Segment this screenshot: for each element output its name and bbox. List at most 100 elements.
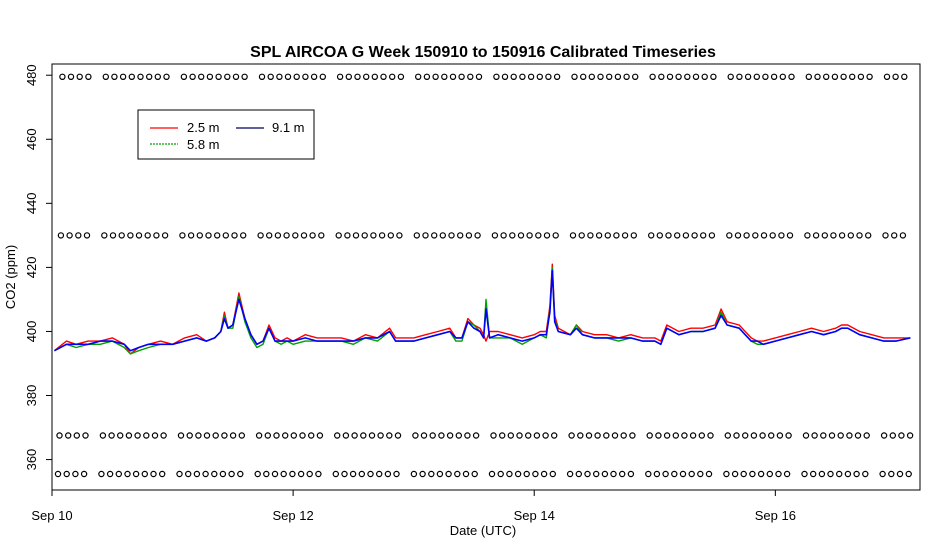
flag-point bbox=[679, 470, 687, 478]
flag-point bbox=[396, 232, 403, 239]
flag-point bbox=[516, 432, 523, 439]
flag-point bbox=[151, 432, 159, 439]
flag-point bbox=[455, 432, 462, 439]
legend-box bbox=[137, 109, 315, 160]
flag-point bbox=[428, 470, 435, 478]
flag-point bbox=[866, 73, 873, 81]
flag-point bbox=[749, 470, 756, 478]
flag-point bbox=[575, 470, 583, 478]
flag-point bbox=[863, 432, 870, 439]
flag-point bbox=[726, 232, 733, 239]
flag-point bbox=[536, 73, 544, 81]
flag-point bbox=[507, 432, 514, 439]
flag-point bbox=[219, 470, 227, 478]
flag-point bbox=[762, 73, 769, 81]
flag-point bbox=[116, 432, 124, 439]
legend: 2.5 m 5.8 m 9.1 m bbox=[137, 109, 315, 160]
flag-point bbox=[549, 470, 557, 478]
flag-point bbox=[72, 470, 79, 478]
flag-point bbox=[627, 470, 635, 478]
flag-point bbox=[420, 432, 428, 439]
flag-point bbox=[788, 73, 795, 81]
y-axis-label: CO2 (ppm) bbox=[3, 245, 18, 309]
flag-point bbox=[692, 73, 700, 81]
flag-point bbox=[768, 432, 775, 439]
flag-point bbox=[778, 232, 785, 239]
flag-point bbox=[584, 470, 591, 478]
flag-point bbox=[804, 232, 811, 239]
flag-point bbox=[672, 432, 680, 439]
flag-point bbox=[63, 470, 70, 478]
flag-point bbox=[119, 73, 127, 81]
y-tick-label: 440 bbox=[24, 192, 39, 214]
flag-point bbox=[85, 73, 92, 81]
series-line-9-1-m bbox=[54, 269, 911, 352]
flag-point bbox=[429, 432, 436, 439]
flag-point bbox=[154, 73, 161, 81]
flag-point bbox=[811, 432, 818, 439]
flag-point bbox=[423, 73, 431, 81]
flag-point bbox=[137, 73, 144, 81]
flag-point bbox=[109, 232, 117, 239]
flag-point bbox=[413, 232, 420, 239]
flag-point bbox=[779, 73, 787, 81]
flag-point bbox=[783, 470, 791, 478]
flag-point bbox=[491, 232, 499, 239]
flag-point bbox=[614, 73, 622, 81]
x-axis: Sep 10 Sep 12 Sep 14 Sep 16 bbox=[31, 490, 796, 523]
flag-point bbox=[853, 470, 860, 478]
flag-point bbox=[844, 470, 852, 478]
flag-point bbox=[255, 432, 263, 439]
flag-point bbox=[273, 432, 280, 439]
flag-point bbox=[818, 470, 826, 478]
flag-point bbox=[620, 432, 627, 439]
flag-point bbox=[376, 470, 383, 478]
flag-point bbox=[83, 232, 91, 239]
flag-point bbox=[195, 432, 202, 439]
flag-point bbox=[213, 232, 221, 239]
flag-point bbox=[229, 432, 237, 439]
flag-point bbox=[361, 232, 368, 239]
flag-point bbox=[132, 470, 140, 478]
flag-point bbox=[750, 432, 758, 439]
flag-point bbox=[665, 232, 672, 239]
flag-point bbox=[284, 73, 292, 81]
flag-point bbox=[707, 432, 714, 439]
flag-point bbox=[221, 432, 228, 439]
flag-point bbox=[439, 232, 446, 239]
flag-point bbox=[215, 73, 222, 81]
flag-point bbox=[300, 232, 308, 239]
flag-point bbox=[125, 432, 133, 439]
flag-point bbox=[757, 470, 765, 478]
flag-point bbox=[523, 470, 530, 478]
flag-point bbox=[203, 432, 211, 439]
flag-point bbox=[501, 73, 509, 81]
flag-point bbox=[823, 73, 830, 81]
flag-point bbox=[888, 470, 895, 478]
flag-point bbox=[302, 73, 309, 81]
flag-point bbox=[184, 470, 192, 478]
flag-point bbox=[205, 232, 212, 239]
flag-point bbox=[352, 232, 360, 239]
flag-point bbox=[239, 232, 247, 239]
flag-point bbox=[510, 73, 517, 81]
flag-point bbox=[282, 432, 289, 439]
flag-point bbox=[752, 232, 759, 239]
flag-point bbox=[742, 432, 749, 439]
flag-point bbox=[856, 232, 863, 239]
flag-point bbox=[525, 432, 532, 439]
flag-point bbox=[623, 73, 630, 81]
flag-point bbox=[124, 470, 131, 478]
x-tick-label: Sep 12 bbox=[273, 508, 314, 523]
flag-point bbox=[553, 73, 561, 81]
flag-point bbox=[671, 470, 678, 478]
y-axis: 360 380 400 420 440 460 480 bbox=[24, 64, 52, 470]
flag-point bbox=[462, 470, 470, 478]
flag-point bbox=[264, 432, 271, 439]
flag-point bbox=[412, 432, 419, 439]
flag-point bbox=[629, 432, 636, 439]
flag-point bbox=[593, 470, 600, 478]
flag-point bbox=[354, 73, 361, 81]
flag-point bbox=[319, 73, 326, 81]
flag-point bbox=[128, 73, 135, 81]
